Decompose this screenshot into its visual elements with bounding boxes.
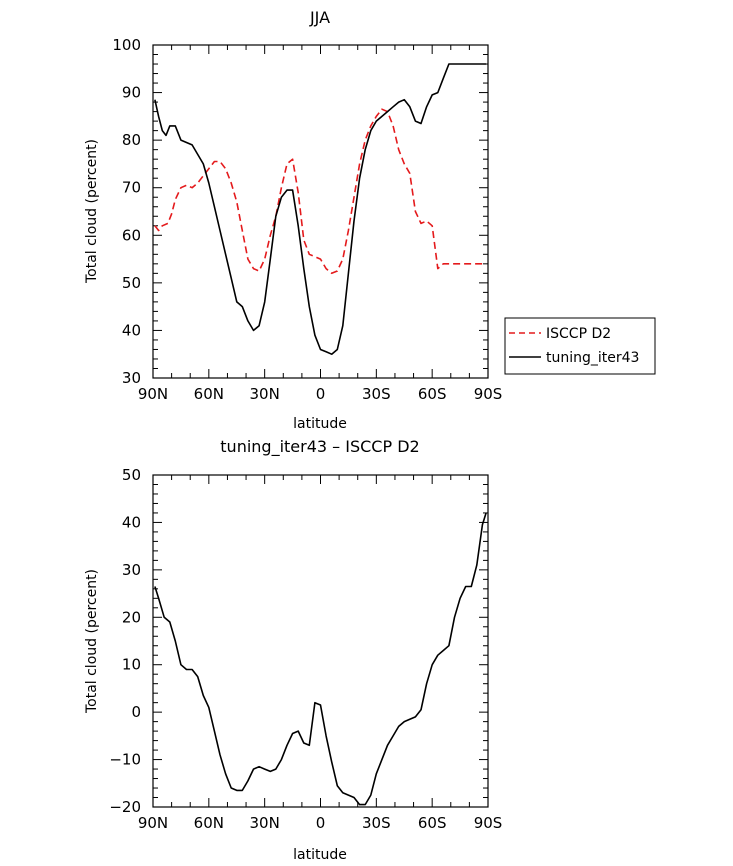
x-tick-label: 90S bbox=[474, 814, 503, 832]
series-line-panel1-0 bbox=[154, 512, 487, 806]
legend-box bbox=[504, 317, 656, 375]
x-tick-label: 60N bbox=[194, 814, 224, 832]
x-tick-label: 30N bbox=[250, 385, 280, 403]
top-y-axis-label: Total cloud (percent) bbox=[84, 139, 100, 284]
legend-label-tuning: tuning_iter43 bbox=[546, 350, 639, 366]
x-tick-label: 30S bbox=[362, 385, 391, 403]
top-axis-ticks: 90N 60N 30N 0 30S 60S 90S 30 40 50 60 70 80 90 100 bbox=[112, 36, 502, 403]
y-tick-label: −10 bbox=[109, 751, 141, 769]
x-tick-label: 90N bbox=[138, 814, 168, 832]
y-tick-label: 10 bbox=[122, 656, 141, 674]
bottom-panel: tuning_iter43 – ISCCP D2 90N 60N 30N 0 30S 60… bbox=[84, 437, 502, 863]
y-tick-label: 50 bbox=[122, 274, 141, 292]
top-plot-frame bbox=[152, 44, 489, 379]
x-tick-label: 0 bbox=[316, 814, 326, 832]
y-tick-label: 30 bbox=[122, 369, 141, 387]
y-tick-label: 90 bbox=[122, 84, 141, 102]
bottom-series-lines bbox=[154, 512, 487, 806]
y-tick-label: 0 bbox=[131, 703, 141, 721]
x-tick-label: 60S bbox=[418, 814, 447, 832]
y-tick-label: 80 bbox=[122, 131, 141, 149]
y-tick-label: 40 bbox=[122, 513, 141, 531]
y-tick-label: 40 bbox=[122, 321, 141, 339]
top-panel: JJA 90N 60N 30N 0 30S 60S 90S 30 40 50 60 70 80 90 100… bbox=[84, 8, 502, 432]
x-tick-label: 0 bbox=[316, 385, 326, 403]
x-tick-label: 30S bbox=[362, 814, 391, 832]
y-tick-label: −20 bbox=[109, 798, 141, 816]
top-legend: ISCCP D2 tuning_iter43 bbox=[504, 317, 656, 375]
bottom-x-axis-label: latitude bbox=[293, 847, 347, 863]
y-tick-label: 50 bbox=[122, 466, 141, 484]
top-chart-title: JJA bbox=[309, 8, 330, 27]
x-tick-label: 60S bbox=[418, 385, 447, 403]
y-tick-label: 20 bbox=[122, 608, 141, 626]
top-x-axis-label: latitude bbox=[293, 416, 347, 432]
x-tick-label: 90N bbox=[138, 385, 168, 403]
y-tick-label: 60 bbox=[122, 226, 141, 244]
bottom-axis-ticks: 90N 60N 30N 0 30S 60S 90S −20 −10 0 10 20 30 40 50 bbox=[109, 466, 502, 832]
bottom-y-axis-label: Total cloud (percent) bbox=[84, 569, 100, 714]
y-tick-label: 70 bbox=[122, 179, 141, 197]
y-tick-label: 100 bbox=[112, 36, 141, 54]
bottom-chart-title: tuning_iter43 – ISCCP D2 bbox=[220, 437, 419, 457]
series-line-isccp-d2 bbox=[154, 108, 487, 275]
series-line-tuning-iter43 bbox=[154, 63, 487, 356]
y-tick-label: 30 bbox=[122, 561, 141, 579]
top-series-lines bbox=[154, 63, 487, 356]
x-tick-label: 90S bbox=[474, 385, 503, 403]
bottom-plot-frame bbox=[152, 474, 489, 808]
x-tick-label: 30N bbox=[250, 814, 280, 832]
x-tick-label: 60N bbox=[194, 385, 224, 403]
legend-label-isccp: ISCCP D2 bbox=[546, 326, 611, 342]
